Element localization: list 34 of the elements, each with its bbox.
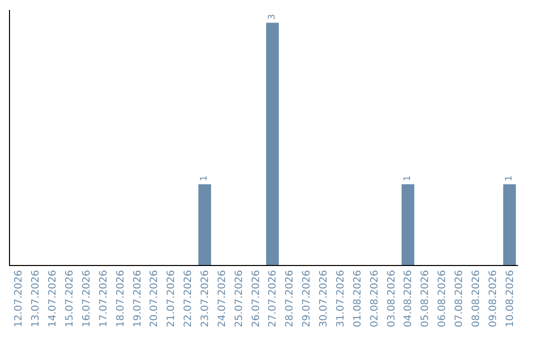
x-tick-label: 27.07.2026: [268, 270, 279, 328]
x-tick-label: 23.07.2026: [200, 270, 211, 328]
x-tick-label: 21.07.2026: [166, 270, 178, 328]
x-tick-label: 29.07.2026: [302, 270, 313, 328]
x-tick-label: 15.07.2026: [64, 270, 76, 328]
x-tick-label: 08.08.2026: [470, 270, 482, 328]
x-tick-label: 24.07.2026: [216, 270, 228, 328]
x-tick-label: 05.08.2026: [420, 270, 432, 328]
x-tick-label: 14.07.2026: [48, 270, 59, 328]
x-tick-label: 31.07.2026: [335, 270, 346, 328]
x-tick-label: 30.07.2026: [318, 270, 330, 328]
x-tick-label: 13.07.2026: [30, 270, 42, 328]
x-tick-label: 06.08.2026: [437, 270, 448, 328]
x-tick-label: 19.07.2026: [132, 270, 144, 328]
x-tick-label: 25.07.2026: [234, 270, 245, 328]
x-tick-label: 18.07.2026: [115, 270, 126, 328]
x-tick-label: 22.07.2026: [183, 270, 194, 328]
x-tick-label: 17.07.2026: [98, 270, 110, 328]
x-tick-label: 01.08.2026: [352, 270, 364, 328]
x-tick-label: 26.07.2026: [250, 270, 262, 328]
x-tick-label: 02.08.2026: [369, 270, 380, 328]
x-tick-label: 28.07.2026: [284, 270, 296, 328]
x-tick-label: 12.07.2026: [14, 270, 25, 328]
data-label: 1: [200, 176, 210, 182]
x-tick-label: 10.08.2026: [504, 270, 516, 328]
data-label: 3: [267, 14, 278, 20]
x-tick-label: 20.07.2026: [149, 270, 160, 328]
data-label: 1: [402, 176, 413, 182]
x-tick-label: 16.07.2026: [81, 270, 92, 328]
x-tick-label: 04.08.2026: [403, 270, 414, 328]
data-label: 1: [504, 176, 515, 182]
x-tick-label: 07.08.2026: [454, 270, 465, 328]
x-tick-label: 03.08.2026: [386, 270, 398, 328]
x-tick-label: 09.08.2026: [488, 270, 499, 328]
